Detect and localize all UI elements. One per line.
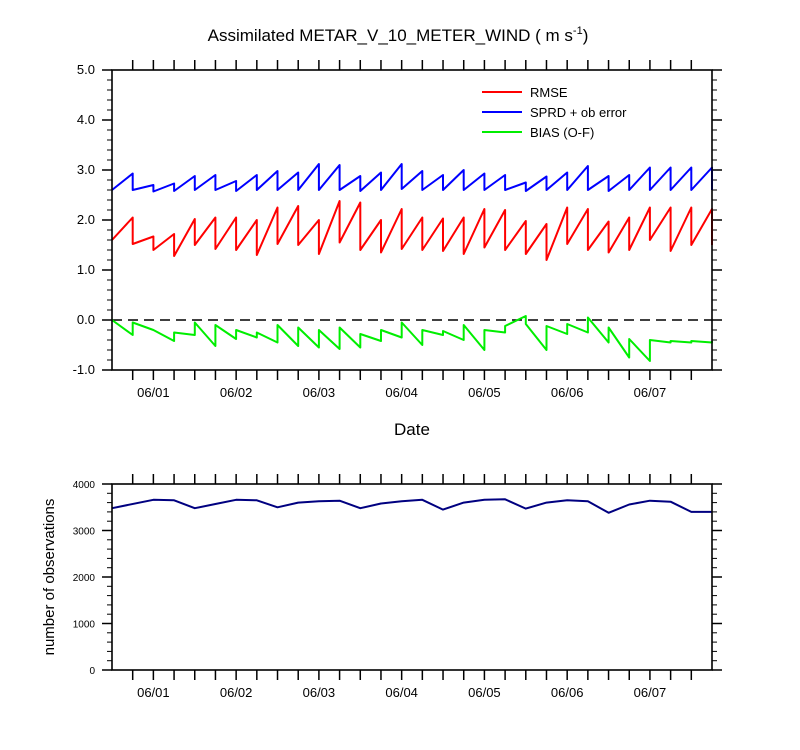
y-tick-label: 2.0 xyxy=(77,212,95,227)
y-tick-label: 0.0 xyxy=(77,312,95,327)
top-series xyxy=(111,163,713,362)
bottom-axes: 06/01 06/02 06/03 06/04 06/05 06/06 06/07 4000 3… xyxy=(73,474,722,700)
bottom-series xyxy=(111,498,712,514)
x-tick-label: 06/05 xyxy=(468,685,501,700)
x-tick-label: 06/01 xyxy=(137,685,170,700)
y-tick-label: -1.0 xyxy=(73,362,95,377)
series-line-bias-o-f xyxy=(111,315,713,362)
y-tick-label: 1.0 xyxy=(77,262,95,277)
legend-label: BIAS (O-F) xyxy=(530,125,594,140)
x-axis-label: Date xyxy=(394,420,430,439)
bottom-plot-frame xyxy=(111,483,713,671)
x-tick-label: 06/02 xyxy=(220,685,253,700)
y-tick-label: 2000 xyxy=(73,573,96,584)
legend-label: RMSE xyxy=(530,85,568,100)
top-axes: 06/01 06/02 06/03 06/04 06/05 06/06 06/07 5.0 4.… xyxy=(73,60,722,400)
chart-title: Assimilated METAR_V_10_METER_WIND ( m s-… xyxy=(208,25,589,45)
title-close: ) xyxy=(583,26,589,45)
y-tick-label: 4.0 xyxy=(77,112,95,127)
x-tick-label: 06/04 xyxy=(385,685,418,700)
x-tick-label: 06/06 xyxy=(551,685,584,700)
title-units-superscript: -1 xyxy=(573,25,583,37)
x-tick-label: 06/03 xyxy=(303,385,336,400)
y-tick-label: 3.0 xyxy=(77,162,95,177)
top-chart: Assimilated METAR_V_10_METER_WIND ( m s-… xyxy=(73,25,722,439)
x-tick-label: 06/03 xyxy=(303,685,336,700)
x-tick-label: 06/07 xyxy=(634,685,667,700)
y-tick-label: 4000 xyxy=(73,480,96,491)
x-tick-label: 06/04 xyxy=(385,385,418,400)
series-line-sprd-ob-error xyxy=(111,163,713,193)
x-tick-label: 06/05 xyxy=(468,385,501,400)
x-tick-label: 06/07 xyxy=(634,385,667,400)
y-tick-label: 0 xyxy=(89,666,95,677)
legend-label: SPRD + ob error xyxy=(530,105,627,120)
x-tick-label: 06/01 xyxy=(137,385,170,400)
x-tick-label: 06/06 xyxy=(551,385,584,400)
bottom-chart: 06/01 06/02 06/03 06/04 06/05 06/06 06/07 4000 3… xyxy=(41,474,722,700)
y-tick-label: 5.0 xyxy=(77,62,95,77)
y-axis-label-observations: number of observations xyxy=(41,499,58,656)
x-tick-label: 06/02 xyxy=(220,385,253,400)
y-tick-label: 1000 xyxy=(73,620,96,631)
series-line-rmse xyxy=(111,200,713,261)
y-tick-label: 3000 xyxy=(73,527,96,538)
series-line-observations xyxy=(111,498,712,514)
legend: RMSE SPRD + ob error BIAS (O-F) xyxy=(482,85,627,140)
top-plot-frame xyxy=(111,69,713,371)
